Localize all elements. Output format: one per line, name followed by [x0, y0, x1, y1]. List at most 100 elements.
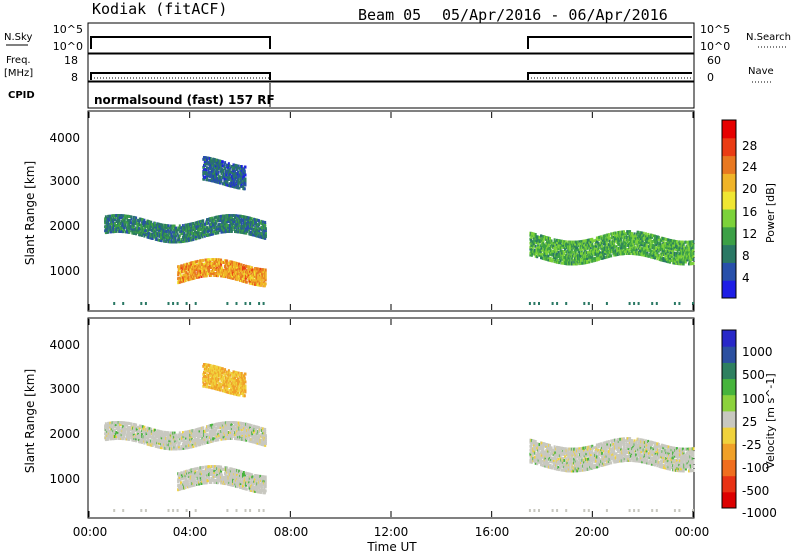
- echo-cell: [151, 223, 154, 227]
- echo-cell: [594, 258, 597, 262]
- echo-cell: [146, 223, 149, 227]
- echo-cell: [229, 266, 232, 270]
- echo-cell: [646, 252, 649, 256]
- echo-cell: [228, 264, 231, 267]
- echo-cell: [637, 242, 640, 246]
- echo-cell: [251, 266, 254, 270]
- echo-cell: [249, 218, 252, 222]
- echo-cell: [113, 421, 116, 425]
- echo-cell: [242, 264, 245, 267]
- echo-cell: [673, 247, 676, 251]
- echo-cell: [648, 237, 650, 240]
- echo-cell: [133, 231, 136, 235]
- echo-cell: [144, 436, 147, 440]
- echo-cell: [174, 435, 177, 439]
- echo-cell: [178, 228, 181, 232]
- echo-cell: [552, 251, 555, 255]
- echo-cell: [562, 253, 565, 257]
- echo-cell: [243, 175, 245, 179]
- echo-cell: [160, 229, 163, 233]
- echo-cell: [154, 229, 157, 233]
- echo-cell: [178, 445, 181, 449]
- echo-cell: [594, 256, 597, 260]
- echo-cell: [584, 249, 587, 253]
- echo-cell: [228, 164, 231, 168]
- echo-cell: [632, 250, 635, 254]
- echo-cell: [592, 257, 595, 261]
- beam-label: Beam 05: [358, 6, 421, 24]
- echo-cell: [203, 264, 206, 268]
- echo-cell: [167, 224, 170, 228]
- echo-cell: [258, 283, 261, 287]
- echo-cell: [104, 215, 107, 219]
- echo-cell: [186, 225, 189, 229]
- echo-cell: [239, 224, 242, 228]
- ground-echo-cell: [249, 302, 252, 305]
- echo-cell: [664, 255, 667, 259]
- echo-cell: [659, 244, 662, 248]
- echo-cell: [162, 227, 165, 231]
- echo-cell: [235, 218, 238, 222]
- echo-cell: [193, 227, 196, 231]
- echo-cell: [211, 427, 214, 431]
- echo-cell: [552, 253, 555, 257]
- echo-cell: [122, 218, 125, 222]
- echo-cell: [147, 429, 150, 432]
- echo-cell: [538, 238, 541, 241]
- echo-cell: [151, 430, 154, 434]
- echo-cell: [251, 227, 254, 231]
- echo-cell: [202, 173, 205, 177]
- echo-cell: [217, 171, 220, 174]
- echo-cell: [197, 226, 200, 230]
- echo-cell: [258, 279, 261, 283]
- echo-cell: [230, 227, 233, 231]
- ground-echo-cell: [226, 302, 229, 305]
- echo-cell: [249, 273, 252, 277]
- echo-cell: [663, 249, 666, 253]
- echo-cell: [243, 268, 246, 272]
- echo-cell: [611, 234, 614, 238]
- echo-cell: [596, 254, 599, 258]
- ground-echo-cell: [528, 302, 531, 305]
- echo-cell: [555, 256, 558, 260]
- echo-cell: [208, 268, 210, 272]
- echo-cell: [126, 218, 129, 222]
- echo-cell: [141, 220, 144, 224]
- echo-cell: [206, 176, 208, 180]
- echo-cell: [564, 256, 567, 260]
- echo-cell: [233, 179, 236, 183]
- echo-cell: [126, 222, 129, 226]
- echo-cell: [211, 271, 214, 275]
- echo-cell: [632, 236, 635, 240]
- echo-cell: [602, 238, 605, 242]
- echo-cell: [585, 247, 588, 251]
- echo-cell: [264, 229, 267, 233]
- echo-cell: [174, 236, 177, 240]
- echo-cell: [107, 421, 110, 425]
- echo-cell: [200, 440, 203, 444]
- echo-cell: [623, 232, 625, 236]
- echo-cell: [163, 225, 166, 229]
- echo-cell: [187, 434, 190, 437]
- echo-cell: [206, 433, 208, 437]
- echo-cell: [175, 441, 178, 445]
- echo-cell: [156, 435, 159, 439]
- echo-cell: [645, 244, 648, 248]
- echo-cell: [639, 251, 642, 254]
- echo-cell: [677, 246, 680, 250]
- echo-cell: [684, 254, 687, 258]
- echo-cell: [556, 241, 559, 244]
- echo-cell: [255, 230, 258, 234]
- echo-cell: [118, 224, 121, 227]
- echo-cell: [672, 253, 675, 257]
- echo-cell: [182, 442, 185, 446]
- echo-cell: [149, 433, 152, 437]
- echo-cell: [243, 225, 246, 229]
- echo-cell: [568, 256, 571, 260]
- echo-cell: [212, 222, 215, 226]
- echo-cell: [691, 254, 693, 258]
- echo-cell: [161, 223, 164, 227]
- echo-cell: [166, 433, 168, 437]
- echo-cell: [566, 254, 569, 258]
- echo-cell: [214, 258, 217, 262]
